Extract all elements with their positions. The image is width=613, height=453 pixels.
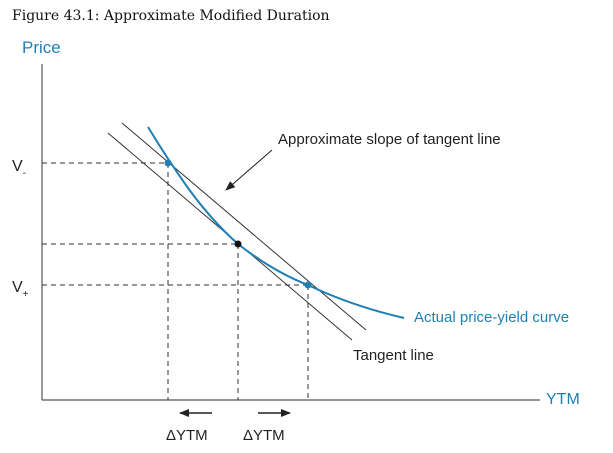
y-axis-label: Price <box>22 38 61 57</box>
tangent-line-label: Tangent line <box>353 347 434 364</box>
approximate-slope-arrow <box>225 149 273 191</box>
actual-curve-label: Actual price-yield curve <box>414 309 569 326</box>
v-plus-subscript: + <box>23 289 29 300</box>
v-plus-point <box>304 281 312 289</box>
right-delta-label: ΔYTM <box>243 427 285 444</box>
figure-title: Figure 43.1: Approximate Modified Durati… <box>12 8 330 24</box>
x-axis-label: YTM <box>546 391 580 408</box>
approximate-slope-line <box>121 122 367 331</box>
left-delta-label: ΔYTM <box>166 427 208 444</box>
v-plus-label: V+ <box>12 279 29 300</box>
v-minus-main: V <box>12 158 23 175</box>
v-minus-point <box>164 159 172 167</box>
v-minus-label: V- <box>12 158 26 179</box>
tangent-point <box>234 240 242 248</box>
approximate-slope-label: Approximate slope of tangent line <box>278 131 501 148</box>
v-plus-main: V <box>12 279 23 296</box>
price-yield-curve <box>147 126 405 319</box>
v-minus-subscript: - <box>23 168 26 179</box>
